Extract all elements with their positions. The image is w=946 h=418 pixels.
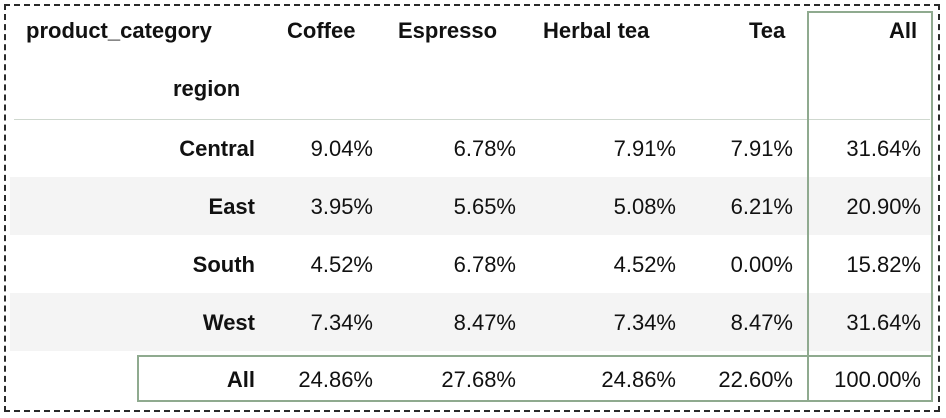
table-cell: 6.78% xyxy=(453,252,516,277)
index-name-header: region xyxy=(173,76,241,101)
all-column-highlight xyxy=(807,11,933,402)
column-header-tea: Tea xyxy=(749,18,786,43)
row-label-all: All xyxy=(226,367,255,392)
table-cell: 7.91% xyxy=(730,136,793,161)
table-cell: 4.52% xyxy=(310,252,373,277)
column-header-espresso: Espresso xyxy=(398,18,498,43)
table-cell: 0.00% xyxy=(730,252,793,277)
column-header-coffee: Coffee xyxy=(287,18,356,43)
row-stripe-west xyxy=(10,293,934,351)
table-cell: 8.47% xyxy=(453,310,516,335)
row-label-south: South xyxy=(192,252,255,277)
all-row-highlight xyxy=(137,355,933,402)
row-label-west: West xyxy=(202,310,255,335)
table-cell: 9.04% xyxy=(310,136,373,161)
table-cell: 31.64% xyxy=(846,136,921,161)
table-cell: 6.21% xyxy=(730,194,793,219)
table-cell: 8.47% xyxy=(730,310,793,335)
columns-name-header: product_category xyxy=(26,18,212,43)
row-stripe-east xyxy=(10,177,934,235)
table-cell: 31.64% xyxy=(846,310,921,335)
table-cell: 7.91% xyxy=(613,136,676,161)
table-cell: 6.78% xyxy=(453,136,516,161)
header-divider xyxy=(14,119,930,120)
column-header-all: All xyxy=(889,18,918,43)
table-cell: 24.86% xyxy=(601,367,676,392)
table-cell: 7.34% xyxy=(613,310,676,335)
row-label-central: Central xyxy=(179,136,255,161)
table-cell: 5.08% xyxy=(613,194,676,219)
table-cell: 20.90% xyxy=(846,194,921,219)
table-cell: 22.60% xyxy=(718,367,793,392)
table-cell: 24.86% xyxy=(298,367,373,392)
table-cell: 15.82% xyxy=(846,252,921,277)
table-cell: 3.95% xyxy=(310,194,373,219)
table-cell: 7.34% xyxy=(310,310,373,335)
row-label-east: East xyxy=(208,194,255,219)
table-cell: 100.00% xyxy=(834,367,921,392)
column-header-herbal-tea: Herbal tea xyxy=(543,18,650,43)
table-cell: 5.65% xyxy=(453,194,516,219)
table-cell: 4.52% xyxy=(613,252,676,277)
table-cell: 27.68% xyxy=(441,367,516,392)
table-frame xyxy=(4,4,940,412)
